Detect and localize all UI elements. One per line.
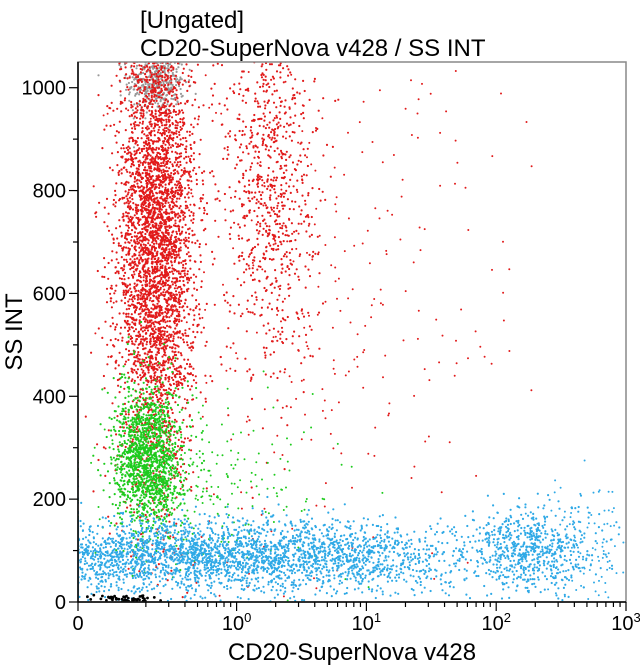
y-tick-label: 400 (33, 386, 66, 408)
population-red-right-column (193, 0, 340, 540)
x-tick-label: 0 (72, 613, 83, 635)
population-black-baseline (86, 594, 162, 608)
x-tick-label: 100 (222, 610, 251, 635)
y-axis: 0 200 400 600 800 1000 (22, 62, 79, 614)
y-tick-label: 200 (33, 489, 66, 511)
x-tick-label: 102 (481, 610, 510, 635)
chart-title-line1: [Ungated] (140, 7, 244, 34)
y-tick-label: 1000 (22, 78, 67, 100)
x-tick-label: 101 (352, 610, 381, 635)
plot-area (77, 0, 640, 671)
y-tick-label: 0 (55, 592, 66, 614)
flow-cytometry-scatter: [Ungated] CD20-SuperNova v428 / SS INT 0… (0, 0, 640, 671)
y-tick-label: 800 (33, 181, 66, 203)
x-axis-label: CD20-SuperNova v428 (228, 639, 476, 666)
chart-title-line2: CD20-SuperNova v428 / SS INT (140, 35, 486, 62)
chart-svg: [Ungated] CD20-SuperNova v428 / SS INT 0… (0, 0, 640, 671)
x-tick-label: 103 (611, 610, 640, 635)
y-axis-label: SS INT (1, 293, 28, 371)
y-tick-label: 600 (33, 283, 66, 305)
x-axis: 0 100 101 102 103 (72, 602, 640, 635)
population-blue-cluster-right (414, 493, 628, 616)
